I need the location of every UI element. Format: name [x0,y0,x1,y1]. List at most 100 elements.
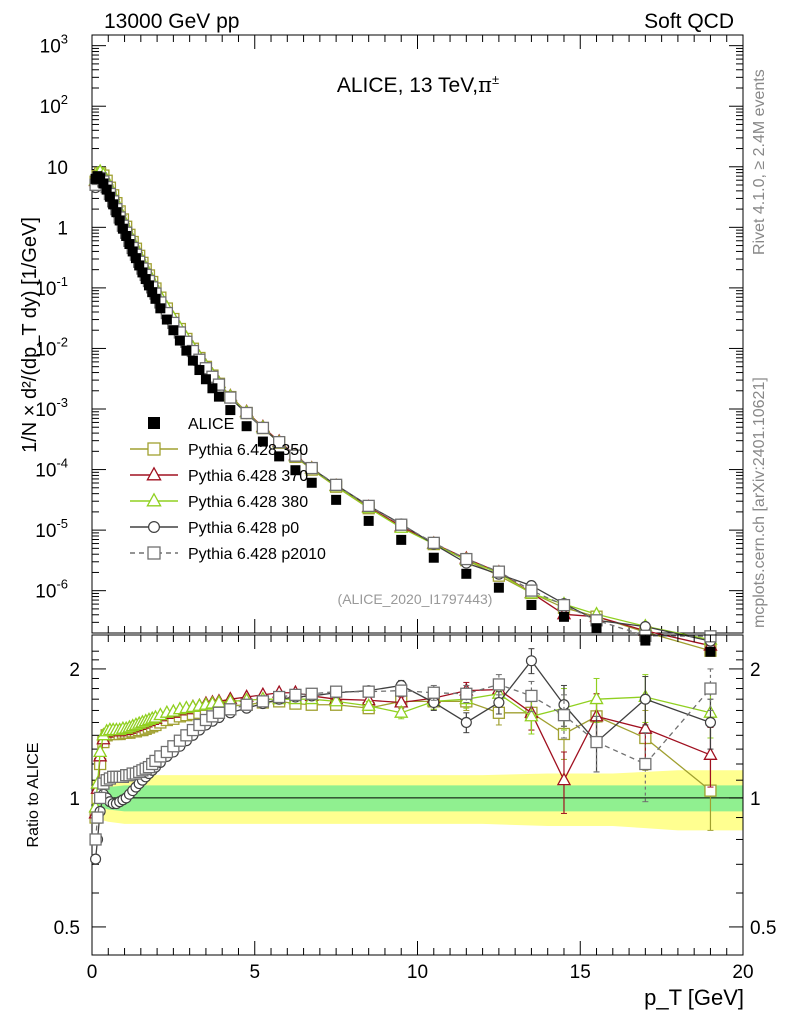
alice-data-point [137,267,148,278]
triangle-marker [328,693,344,707]
y-tick-exponent: -5 [56,516,68,531]
x-tick-label: 5 [249,962,260,983]
circle-marker [639,693,651,705]
alice-data-point [194,365,205,376]
legend-label: Pythia 6.428 350 [188,442,308,459]
y-tick-label: 103 [40,32,68,58]
square-marker [525,689,538,703]
square-marker [395,684,408,697]
alice-data-point [143,280,154,291]
y-tick-base: 10 [35,582,56,603]
y-tick-label: 10-6 [35,577,68,603]
square-marker [273,690,286,704]
mcplots-label: mcplots.cern.ch [arXiv:2401.10621] [751,377,768,628]
alice-data-point [493,582,504,593]
square-marker [704,682,717,695]
y-tick-exponent: 3 [61,32,68,47]
plot-title-sup: ± [492,72,499,87]
square-marker [289,688,302,701]
x-tick-label: 10 [407,962,428,983]
square-marker [224,703,237,716]
square-marker [329,478,343,491]
plot-title-text: ALICE, 13 TeV, [337,74,478,97]
legend: ALICE Pythia 6.428 350 Pythia 6.428 370 Pyt… [130,416,326,563]
square-marker [305,687,318,700]
y-tick-base: 10 [35,521,56,542]
triangle-marker [556,772,572,786]
alice-data-point [187,355,198,366]
square-marker [305,461,318,475]
alice-data-point [257,436,268,447]
triangle-marker [703,746,718,760]
triangle-marker [92,744,108,758]
alice-data-point [428,552,439,563]
ratio-y-tick-label-right: 2 [750,660,761,681]
legend-label: Pythia 6.428 p0 [188,520,299,537]
triangle-marker [361,697,376,711]
triangle-marker [394,704,409,718]
header-left: 13000 GeV pp [104,10,239,33]
circle-marker [460,716,472,729]
square-marker [362,499,375,513]
ratio-y-tick-label-right: 0.5 [750,918,776,939]
alice-data-point [140,274,151,285]
main-series-line-p380 [94,170,711,641]
y-tick-base: 10 [40,37,61,58]
y-tick-label: 10-2 [35,334,68,360]
alice-data-point [396,534,407,545]
alice-data-point [161,314,172,325]
y-tick-exponent: -2 [56,334,68,349]
square-marker [460,552,473,566]
alice-data-point [127,246,138,257]
main-x-ticks [91,35,744,633]
y-tick-base: 1 [57,218,68,239]
alice-data-point [526,599,537,610]
ratio-y-tick-label: 2 [69,660,80,681]
alice-data-point [331,494,342,505]
square-marker [273,435,286,449]
square-marker [289,449,302,462]
alice-data-point [168,325,179,336]
square-marker [395,518,408,531]
plot-title-symbol: π [478,73,492,97]
alice-data-point [241,421,252,432]
square-marker [525,584,538,597]
square-marker [256,421,270,435]
square-marker [147,442,161,456]
square-marker [89,833,102,846]
legend-label: Pythia 6.428 380 [188,494,308,511]
alice-data-point [104,191,115,202]
square-marker [240,698,253,711]
y-tick-exponent: -4 [56,456,68,471]
ratio-band [92,770,743,831]
y-tick-base: 10 [35,400,56,421]
square-marker [93,791,107,805]
ratio-axes: 0 5 10 15 20 2 2 1 1 0.5 0.5 [54,635,776,983]
circle-marker [704,716,716,729]
legend-data-marker [148,417,160,429]
alice-data-point [130,253,141,264]
main-series-line-p0 [94,179,711,642]
alice-data-point [558,611,569,622]
alice-data-point [461,568,472,579]
square-marker [557,598,571,612]
y-tick-base: 10 [40,97,61,118]
alice-data-point [705,646,716,657]
main-series-line-p370 [94,171,711,647]
plot-title: ALICE, 13 TeV,π± [337,72,499,97]
ratio-panel: 0 5 10 15 20 2 2 1 1 0.5 0.5 Ratio to ALICE p_T [G… [25,634,776,1010]
square-marker [147,546,161,560]
rivet-label: Rivet 4.1.0, ≥ 2.4M events [751,69,768,255]
alice-data-point [225,405,236,416]
square-marker [224,391,237,404]
y-tick-base: 10 [35,279,56,300]
alice-data-point [181,345,192,356]
alice-data-point [147,287,158,298]
y-tick-label: 1 [57,218,68,239]
circle-marker [525,655,537,667]
square-marker [212,706,226,719]
alice-data-point [213,391,224,402]
main-series-line-p350 [94,172,711,652]
